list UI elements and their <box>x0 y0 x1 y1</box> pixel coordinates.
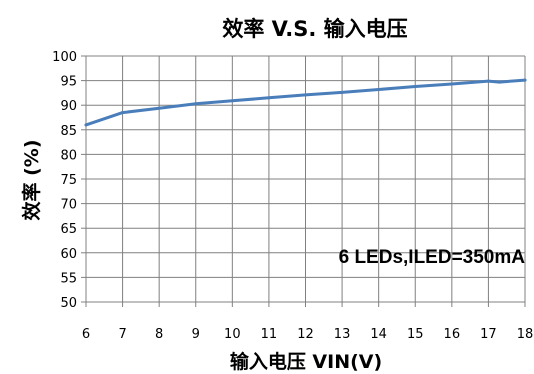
data-point <box>341 91 344 94</box>
data-point <box>121 111 124 114</box>
x-tick-label: 18 <box>517 327 534 342</box>
data-point <box>158 107 161 110</box>
data-point <box>524 79 527 82</box>
x-tick-label: 13 <box>334 327 351 342</box>
y-axis-title: 效率 (%) <box>20 139 43 220</box>
x-tick-label: 17 <box>480 327 497 342</box>
y-tick-label: 100 <box>52 50 77 65</box>
x-tick-label: 7 <box>118 327 126 342</box>
y-tick-label: 95 <box>60 75 77 90</box>
y-tick-label: 75 <box>60 173 77 188</box>
x-tick-label: 12 <box>297 327 314 342</box>
data-point <box>85 123 88 126</box>
x-tick-label: 9 <box>192 327 200 342</box>
data-point <box>304 93 307 96</box>
data-point <box>414 85 417 88</box>
y-tick-labels: 50 55 60 65 70 75 80 85 90 95 100 <box>52 50 77 311</box>
y-tick-label: 70 <box>60 198 77 213</box>
y-tick-label: 65 <box>60 222 77 237</box>
x-axis-title: 输入电压 VIN(V) <box>230 350 382 373</box>
data-point <box>498 81 501 84</box>
y-tick-label: 85 <box>60 124 77 139</box>
x-tick-labels: 6 7 8 9 10 11 12 13 14 15 16 17 18 <box>82 327 533 342</box>
y-tick-label: 60 <box>60 247 77 262</box>
data-point <box>487 80 490 83</box>
x-tick-label: 16 <box>444 327 461 342</box>
x-tick-label: 6 <box>82 327 90 342</box>
x-tick-label: 11 <box>261 327 278 342</box>
data-point <box>267 96 270 99</box>
x-tick-label: 8 <box>155 327 163 342</box>
condition-annotation: 6 LEDs,ILED=350mA <box>339 247 526 268</box>
x-tick-label: 14 <box>370 327 387 342</box>
y-tick-label: 80 <box>60 148 77 163</box>
data-point <box>231 99 234 102</box>
x-tick-label: 10 <box>224 327 241 342</box>
y-tick-label: 55 <box>60 271 77 286</box>
y-tick-label: 50 <box>60 296 77 311</box>
y-tick-label: 90 <box>60 99 77 114</box>
x-tick-label: 15 <box>407 327 424 342</box>
data-point <box>377 88 380 91</box>
chart-title: 效率 V.S. 输入电压 <box>222 17 407 41</box>
data-point <box>450 83 453 86</box>
data-point <box>194 102 197 105</box>
